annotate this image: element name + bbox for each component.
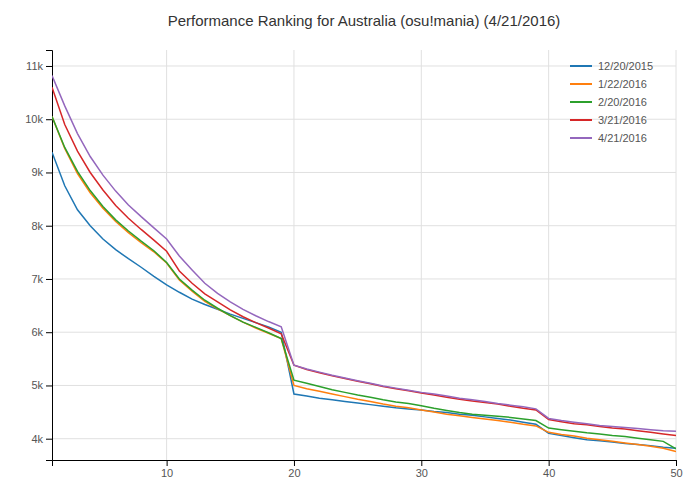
tick: 50 (670, 460, 682, 479)
tick: 10 (161, 460, 173, 479)
tick-mark (46, 279, 52, 280)
series-line (52, 117, 676, 452)
tick: 9k (31, 166, 52, 178)
tick-mark (46, 385, 52, 386)
legend-item: 4/21/2016 (570, 132, 647, 144)
tick: 7k (31, 273, 52, 285)
tick: 30 (416, 460, 428, 479)
grid-line (166, 50, 167, 460)
legend-swatch (570, 83, 592, 85)
tick-label: 10 (161, 467, 173, 479)
lines (52, 76, 676, 452)
legend-label: 4/21/2016 (598, 132, 647, 144)
y-axis: 4k 5k 6k 7k 8k 9k 10k 11k (25, 51, 52, 461)
tick-mark (46, 172, 52, 173)
legend-swatch (570, 119, 592, 121)
legend-item: 2/20/2016 (570, 96, 647, 108)
legend-label: 1/22/2016 (598, 78, 647, 90)
grid-line (52, 119, 676, 120)
tick-label: 7k (31, 273, 43, 285)
grid-line (52, 332, 676, 333)
tick-mark (46, 226, 52, 227)
tick-label: 20 (288, 467, 300, 479)
axis-line (53, 461, 677, 467)
plot-area: 10 20 30 40 50 4k 5k 6k 7k 8k 9k 10k 11k 12/20/2015 1/… (25, 50, 682, 479)
legend-item: 1/22/2016 (570, 78, 647, 90)
legend: 12/20/2015 1/22/2016 2/20/2016 3/21/2016 4/2… (570, 60, 653, 144)
grid-line (293, 50, 294, 460)
tick-mark (167, 460, 168, 466)
tick-label: 10k (25, 113, 43, 125)
legend-item: 3/21/2016 (570, 114, 647, 126)
tick-label: 5k (31, 379, 43, 391)
grid (52, 50, 676, 460)
grid-line (52, 385, 676, 386)
grid-line (52, 225, 676, 226)
chart: 10 20 30 40 50 4k 5k 6k 7k 8k 9k 10k 11k 12/20/2015 1/… (0, 0, 700, 500)
tick-label: 30 (416, 467, 428, 479)
tick-label: 8k (31, 220, 43, 232)
series-line (52, 152, 676, 448)
tick-label: 40 (543, 467, 555, 479)
tick-mark (46, 66, 52, 67)
grid-line (52, 278, 676, 279)
tick-mark (421, 460, 422, 466)
grid-line (676, 50, 677, 460)
legend-label: 3/21/2016 (598, 114, 647, 126)
tick-mark (549, 460, 550, 466)
tick-mark (46, 119, 52, 120)
series-line (52, 76, 676, 432)
grid-line (548, 50, 549, 460)
tick-mark (46, 332, 52, 333)
tick: 5k (31, 379, 52, 391)
legend-swatch (570, 137, 592, 139)
tick-label: 9k (31, 166, 43, 178)
tick-mark (676, 460, 677, 466)
tick-mark (46, 439, 52, 440)
grid-line (421, 50, 422, 460)
legend-label: 2/20/2016 (598, 96, 647, 108)
x-axis: 10 20 30 40 50 (53, 460, 683, 479)
legend-swatch (570, 65, 592, 67)
tick: 20 (288, 460, 300, 479)
tick: 8k (31, 220, 52, 232)
series-line (52, 87, 676, 435)
tick-label: 50 (670, 467, 682, 479)
legend-swatch (570, 101, 592, 103)
tick: 11k (26, 60, 52, 72)
tick: 40 (543, 460, 555, 479)
axis-line (46, 51, 53, 461)
tick: 6k (31, 326, 52, 338)
series-line (52, 117, 676, 449)
tick: 4k (31, 433, 52, 445)
legend-label: 12/20/2015 (598, 60, 653, 72)
tick-label: 4k (31, 433, 43, 445)
title: Performance Ranking for Australia (osu!m… (168, 12, 561, 29)
tick-label: 11k (26, 60, 43, 72)
tick: 10k (25, 113, 52, 125)
tick-mark (294, 460, 295, 466)
legend-item: 12/20/2015 (570, 60, 653, 72)
tick-label: 6k (31, 326, 43, 338)
grid-line (52, 172, 676, 173)
grid-line (52, 65, 676, 66)
